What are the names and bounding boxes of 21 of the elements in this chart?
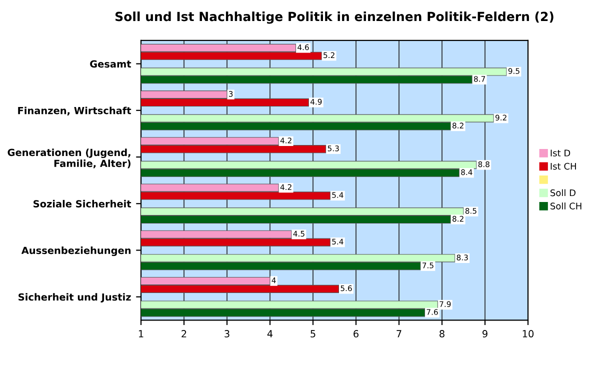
y-tick-label: Finanzen, Wirtschaft (18, 106, 132, 116)
y-tick-label: Aussenbeziehungen (21, 246, 131, 256)
chart-title: Soll und Ist Nachhaltige Politik in einzelnen Politik-Feldern (2) (115, 12, 554, 24)
legend-label: Soll D (550, 189, 576, 196)
legend-label: Soll CH (550, 202, 582, 210)
x-tick-label: 1 (138, 330, 144, 338)
x-tick-label: 5 (310, 330, 316, 338)
x-tick-label: 4 (267, 330, 273, 338)
y-tick-label: Gesamt (90, 60, 132, 68)
x-tick-label: 8 (440, 330, 444, 338)
y-tick-label: Sicherheit und Justiz (18, 293, 131, 302)
x-tick-label: 6 (354, 330, 358, 338)
y-tick-label: Generationen (Jugend, Familie, Alter) (8, 148, 130, 168)
legend-label: Ist CH (550, 162, 576, 170)
y-tick-label: Soziale Sicherheit (34, 200, 132, 208)
x-tick-label: 2 (182, 330, 186, 338)
x-tick-label: 7 (396, 330, 402, 338)
x-tick-label: 10 (522, 330, 534, 338)
x-tick-label: 3 (224, 330, 230, 338)
x-tick-label: 9 (482, 330, 488, 338)
legend-label: Ist D (550, 150, 570, 156)
